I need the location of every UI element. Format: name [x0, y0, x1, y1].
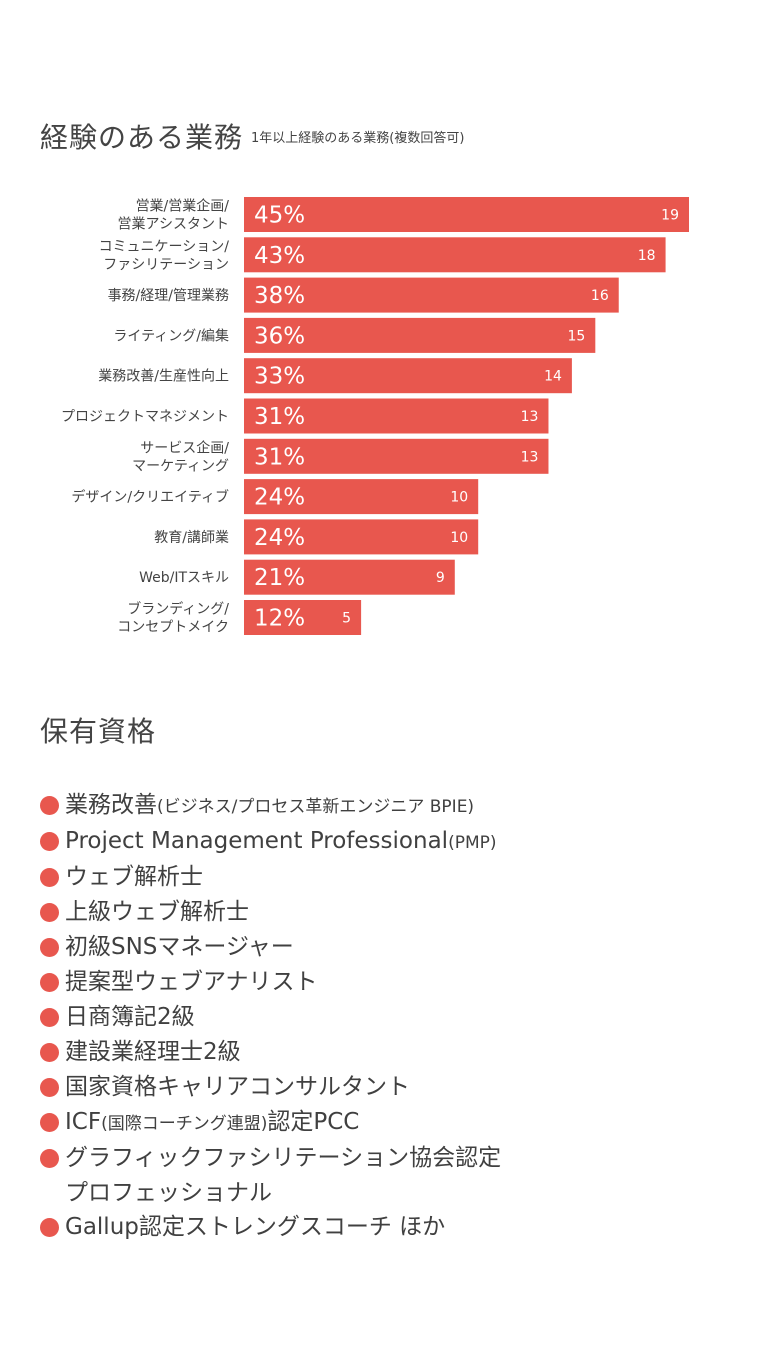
qualification-note: (ビジネス/プロセス革新エンジニア BPIE): [157, 797, 475, 817]
qualification-note: (PMP): [448, 833, 497, 853]
qualification-name: ウェブ解析士: [65, 864, 203, 890]
qualification-item: 提案型ウェブアナリスト: [40, 965, 501, 1000]
category-label: 教育/講師業: [154, 530, 229, 546]
experience-subtitle: 1年以上経験のある業務(複数回答可): [251, 131, 465, 146]
category-label: コンセプトメイク: [117, 620, 229, 636]
bar-10: [244, 600, 362, 635]
bar-value-label: 19: [661, 208, 679, 224]
bullet-dot-icon: [40, 1078, 59, 1097]
qualification-name: 日商簿記2級: [65, 1004, 195, 1030]
qualification-item: 日商簿記2級: [40, 1000, 501, 1035]
category-label: マーケティング: [132, 458, 229, 474]
category-label: デザイン/クリエイティブ: [71, 489, 229, 506]
bar-8: [244, 519, 479, 555]
bar-5: [244, 398, 549, 434]
category-label: ブランディング/: [127, 601, 229, 618]
bar-value-label: 10: [450, 490, 468, 506]
qualification-item: ウェブ解析士: [40, 860, 501, 895]
qualification-note: (国際コーチング連盟): [101, 1114, 268, 1134]
qualification-name: Gallup認定ストレングスコーチ ほか: [65, 1214, 446, 1240]
bar-value-label: 14: [544, 369, 562, 385]
bar-4: [244, 358, 572, 394]
bullet-dot-icon: [40, 1218, 59, 1237]
bullet-dot-icon: [40, 1113, 59, 1132]
category-label: ライティング/編集: [113, 327, 229, 344]
bullet-dot-icon: [40, 903, 59, 922]
bar-percent-label: 43%: [254, 243, 305, 269]
bar-9: [244, 559, 455, 595]
bar-7: [244, 479, 479, 515]
bullet-dot-icon: [40, 938, 59, 957]
bar-percent-label: 12%: [254, 606, 305, 632]
category-label: 業務改善/生産性向上: [98, 369, 229, 385]
bar-value-label: 10: [450, 530, 468, 546]
bar-6: [244, 438, 549, 474]
bar-value-label: 5: [342, 611, 351, 627]
qualification-name: 提案型ウェブアナリスト: [65, 969, 318, 995]
qualification-item: 業務改善(ビジネス/プロセス革新エンジニア BPIE): [40, 788, 501, 824]
qualification-item: 上級ウェブ解析士: [40, 895, 501, 930]
bar-value-label: 15: [567, 328, 585, 344]
qualification-name: 業務改善: [65, 792, 157, 818]
bar-percent-label: 45%: [254, 203, 305, 229]
bar-1: [244, 237, 666, 273]
qualification-item: ICF(国際コーチング連盟)認定PCC: [40, 1105, 501, 1141]
category-label: プロジェクトマネジメント: [61, 409, 229, 425]
category-label: 営業/営業企画/: [136, 198, 230, 215]
category-label: 事務/経理/管理業務: [108, 288, 229, 304]
bullet-dot-icon: [40, 1043, 59, 1062]
bullet-dot-icon: [40, 868, 59, 887]
qualification-item: 初級SNSマネージャー: [40, 930, 501, 965]
bullet-dot-icon: [40, 796, 59, 815]
bar-percent-label: 36%: [254, 323, 305, 349]
bar-percent-label: 33%: [254, 364, 305, 390]
qualification-item: Project Management Professional(PMP): [40, 824, 501, 860]
qualification-name: グラフィックファシリテーション協会認定: [65, 1145, 502, 1171]
qualifications-title: 保有資格: [40, 715, 157, 748]
category-label: Web/ITスキル: [139, 570, 229, 586]
qualification-name: ICF: [65, 1109, 102, 1135]
qualification-name: 上級ウェブ解析士: [65, 899, 249, 925]
qualifications-list: 業務改善(ビジネス/プロセス革新エンジニア BPIE) Project Manag…: [40, 788, 501, 1245]
bar-3: [244, 317, 596, 353]
experience-title: 経験のある業務 1年以上経験のある業務(複数回答可): [40, 116, 464, 156]
qualification-item: 国家資格キャリアコンサルタント: [40, 1070, 501, 1105]
bullet-dot-icon: [40, 1008, 59, 1027]
category-label: コミュニケーション/: [99, 239, 230, 255]
bar-percent-label: 38%: [254, 283, 305, 309]
bar-0: [244, 197, 689, 232]
qualification-name: 建設業経理士2級: [65, 1039, 241, 1065]
bar-value-label: 18: [638, 248, 656, 264]
experience-bar-chart: 45% 19 営業/営業企画/営業アシスタント 43% 18 コミュニケーション/ファシリ…: [61, 197, 689, 636]
bullet-dot-icon: [40, 1149, 59, 1168]
bar-percent-label: 21%: [254, 565, 305, 591]
bar-percent-label: 24%: [254, 485, 305, 511]
bar-value-label: 9: [436, 570, 445, 586]
category-label: 営業アシスタント: [118, 217, 229, 233]
category-label: サービス企画/: [140, 439, 229, 456]
bullet-dot-icon: [40, 832, 59, 851]
qualification-name: 初級SNSマネージャー: [65, 934, 294, 960]
bar-percent-label: 31%: [254, 444, 305, 470]
experience-title-text: 経験のある業務: [40, 121, 244, 154]
bar-value-label: 13: [521, 409, 539, 425]
qualification-item: Gallup認定ストレングスコーチ ほか: [40, 1210, 501, 1245]
category-label: ファシリテーション: [103, 257, 229, 273]
qualification-name: 国家資格キャリアコンサルタント: [65, 1074, 410, 1100]
qualification-name: Project Management Professional: [65, 828, 449, 854]
bar-value-label: 13: [521, 449, 539, 465]
qualification-name-line2: プロフェッショナル: [65, 1180, 272, 1206]
qualification-item: グラフィックファシリテーション協会認定 プロフェッショナル: [40, 1141, 501, 1210]
bar-percent-label: 24%: [254, 525, 305, 551]
bar-percent-label: 31%: [254, 404, 305, 430]
qualification-item: 建設業経理士2級: [40, 1035, 501, 1070]
bullet-dot-icon: [40, 973, 59, 992]
bar-value-label: 16: [591, 288, 609, 304]
qualification-name-tail: 認定PCC: [267, 1109, 360, 1135]
bar-2: [244, 277, 619, 313]
